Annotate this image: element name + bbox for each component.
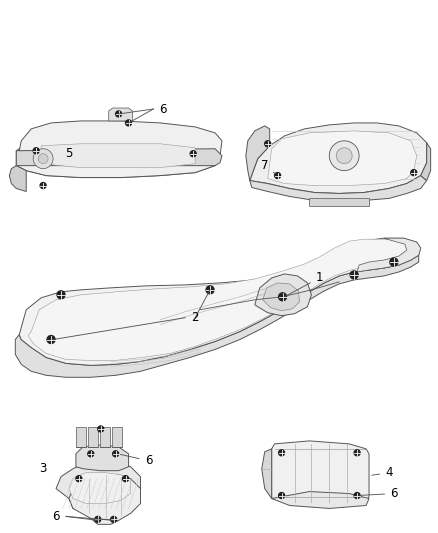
Polygon shape bbox=[272, 491, 369, 508]
Polygon shape bbox=[250, 123, 427, 193]
Polygon shape bbox=[112, 427, 122, 447]
Polygon shape bbox=[76, 427, 86, 447]
Polygon shape bbox=[91, 505, 119, 524]
Polygon shape bbox=[272, 441, 369, 504]
Polygon shape bbox=[76, 445, 129, 471]
Circle shape bbox=[113, 451, 119, 457]
Text: 6: 6 bbox=[360, 487, 398, 500]
Polygon shape bbox=[88, 427, 98, 447]
Circle shape bbox=[33, 148, 39, 154]
Circle shape bbox=[279, 450, 285, 456]
Polygon shape bbox=[262, 449, 272, 498]
Circle shape bbox=[47, 336, 55, 343]
Circle shape bbox=[350, 271, 358, 279]
Circle shape bbox=[76, 475, 82, 482]
Circle shape bbox=[116, 111, 122, 117]
Polygon shape bbox=[421, 143, 431, 181]
Polygon shape bbox=[69, 473, 131, 504]
Text: 4: 4 bbox=[372, 466, 392, 479]
Polygon shape bbox=[16, 121, 222, 177]
Polygon shape bbox=[19, 238, 421, 365]
Circle shape bbox=[38, 154, 48, 164]
Polygon shape bbox=[246, 126, 270, 181]
Polygon shape bbox=[56, 461, 141, 511]
Circle shape bbox=[57, 291, 65, 299]
Text: 3: 3 bbox=[39, 462, 47, 475]
Polygon shape bbox=[41, 144, 195, 168]
Polygon shape bbox=[268, 131, 417, 185]
Polygon shape bbox=[16, 137, 220, 177]
Text: 5: 5 bbox=[65, 147, 73, 160]
Circle shape bbox=[354, 492, 360, 498]
Circle shape bbox=[275, 173, 281, 179]
Circle shape bbox=[265, 141, 271, 147]
Polygon shape bbox=[16, 149, 222, 166]
Circle shape bbox=[190, 151, 196, 157]
Text: 1: 1 bbox=[285, 271, 323, 296]
Circle shape bbox=[206, 286, 214, 294]
Text: 6: 6 bbox=[120, 454, 152, 467]
Polygon shape bbox=[263, 283, 300, 311]
Circle shape bbox=[354, 450, 360, 456]
Circle shape bbox=[123, 475, 129, 482]
Polygon shape bbox=[250, 175, 427, 201]
Circle shape bbox=[390, 258, 398, 266]
Polygon shape bbox=[100, 427, 110, 447]
Text: 7: 7 bbox=[261, 159, 276, 174]
Circle shape bbox=[279, 492, 285, 498]
Circle shape bbox=[111, 516, 117, 522]
Circle shape bbox=[329, 141, 359, 171]
Polygon shape bbox=[255, 274, 311, 316]
Circle shape bbox=[98, 426, 104, 432]
Polygon shape bbox=[357, 238, 421, 272]
Polygon shape bbox=[109, 108, 133, 121]
Polygon shape bbox=[309, 198, 369, 206]
Circle shape bbox=[279, 293, 286, 301]
Circle shape bbox=[411, 169, 417, 175]
Circle shape bbox=[336, 148, 352, 164]
Text: 2: 2 bbox=[191, 311, 199, 324]
Circle shape bbox=[40, 182, 46, 189]
Text: 6: 6 bbox=[159, 102, 167, 116]
Polygon shape bbox=[28, 239, 414, 360]
Polygon shape bbox=[69, 475, 141, 520]
Circle shape bbox=[95, 516, 101, 522]
Polygon shape bbox=[9, 166, 26, 191]
Circle shape bbox=[88, 451, 94, 457]
Polygon shape bbox=[15, 255, 419, 377]
Circle shape bbox=[33, 149, 53, 168]
Text: 6: 6 bbox=[52, 510, 60, 523]
Circle shape bbox=[126, 120, 131, 126]
